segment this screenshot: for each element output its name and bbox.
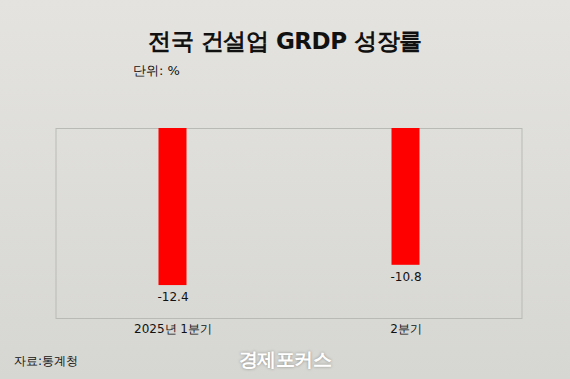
- svg-text:2025년 1분기: 2025년 1분기: [134, 322, 212, 336]
- html-text:자료:통계청: 자료:통계청: [14, 354, 78, 368]
- html-text:단위: %: 단위: %: [133, 63, 180, 78]
- svg-text:2분기: 2분기: [390, 322, 422, 336]
- html-text:전국 건설업 GRDP 성장률: 전국 건설업 GRDP 성장률: [148, 28, 422, 54]
- svg-text:-10.8: -10.8: [390, 270, 421, 284]
- svg-text:-12.4: -12.4: [157, 290, 188, 304]
- html-text:경제포커스: 경제포커스: [238, 348, 332, 370]
